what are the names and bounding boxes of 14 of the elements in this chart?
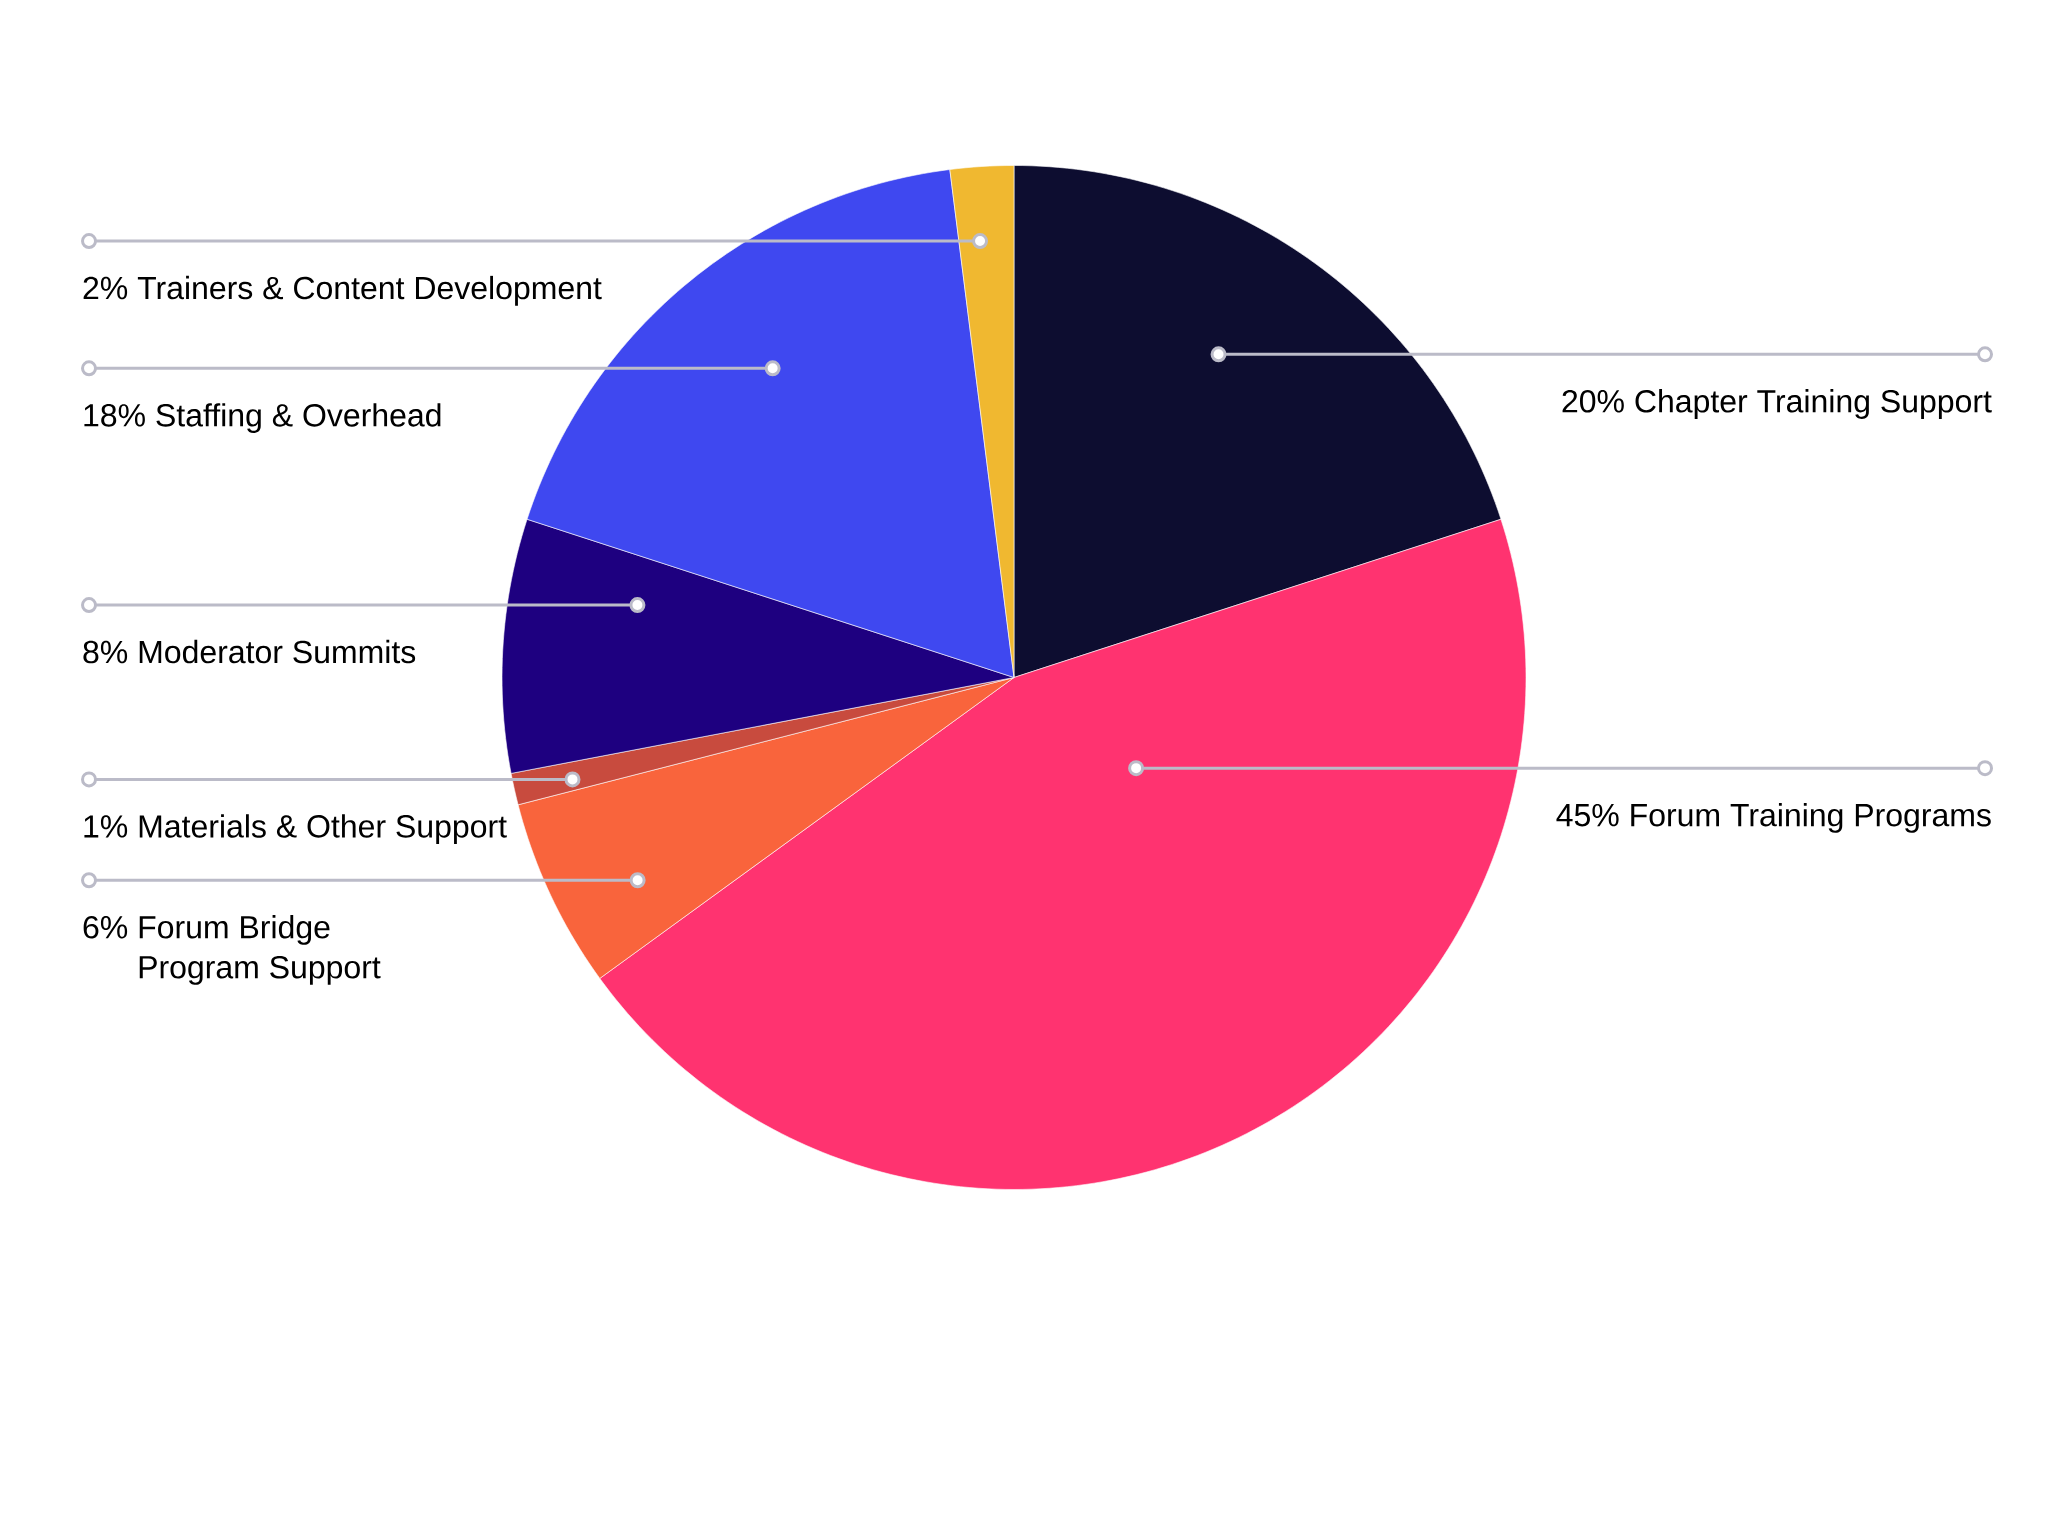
slice-label: Materials & Other Support xyxy=(139,814,507,845)
data-label: 8% xyxy=(83,640,128,664)
slice-label: Forum Training Programs xyxy=(1631,802,1991,833)
slice-label: Trainers & Content Development xyxy=(137,275,602,306)
data-label: 2% xyxy=(83,276,128,300)
data-label: 6% xyxy=(83,915,128,939)
slice-label: Forum Bridge Program Support xyxy=(139,915,381,985)
slice-label: Moderator Summits xyxy=(139,639,416,664)
data-label: 20% xyxy=(1562,389,1624,413)
slice-label: Staffing & Overhead xyxy=(156,403,441,433)
data-label: 18% xyxy=(84,404,145,427)
data-label: 45% xyxy=(1556,803,1619,827)
data-label: 1% xyxy=(84,815,128,838)
slice-label: Chapter Training Support xyxy=(1635,389,1992,419)
